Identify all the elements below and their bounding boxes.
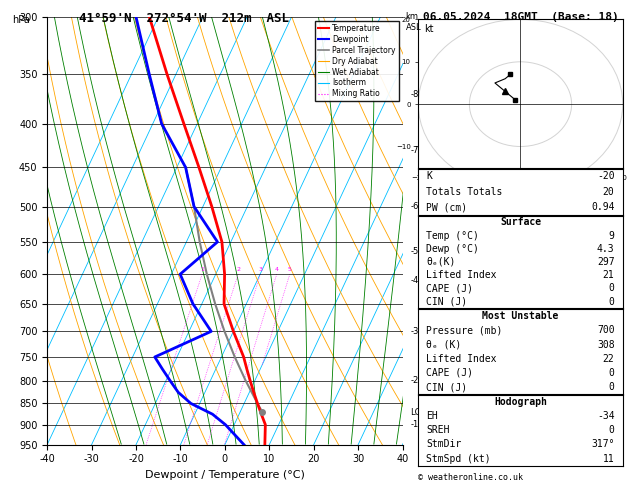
Text: kt: kt <box>425 24 434 34</box>
Text: 0: 0 <box>609 425 615 435</box>
Text: SREH: SREH <box>426 425 450 435</box>
Text: 0: 0 <box>609 283 615 294</box>
Text: -5: -5 <box>410 247 418 257</box>
Text: -4: -4 <box>410 276 418 285</box>
Text: 2: 2 <box>236 267 240 272</box>
Text: CIN (J): CIN (J) <box>426 296 467 307</box>
Text: CAPE (J): CAPE (J) <box>426 283 474 294</box>
Text: -2: -2 <box>410 377 418 385</box>
Text: LCL: LCL <box>410 408 425 417</box>
Text: 4: 4 <box>275 267 279 272</box>
Text: 22: 22 <box>603 354 615 364</box>
Text: 297: 297 <box>597 257 615 267</box>
Text: 308: 308 <box>597 340 615 349</box>
Text: Most Unstable: Most Unstable <box>482 311 559 321</box>
Text: 0: 0 <box>609 368 615 378</box>
Text: CAPE (J): CAPE (J) <box>426 368 474 378</box>
Text: Hodograph: Hodograph <box>494 397 547 407</box>
Text: hPa: hPa <box>13 15 30 25</box>
Text: EH: EH <box>426 411 438 421</box>
Text: 11: 11 <box>603 453 615 464</box>
Text: CIN (J): CIN (J) <box>426 382 467 392</box>
Text: 41°59'N  272°54'W  212m  ASL: 41°59'N 272°54'W 212m ASL <box>79 12 289 25</box>
Text: 20: 20 <box>603 187 615 197</box>
Text: 700: 700 <box>597 325 615 335</box>
Text: -34: -34 <box>597 411 615 421</box>
Text: 0: 0 <box>609 296 615 307</box>
Text: θₑ (K): θₑ (K) <box>426 340 462 349</box>
Text: -6: -6 <box>410 202 418 211</box>
Text: Lifted Index: Lifted Index <box>426 270 497 280</box>
Text: km
ASL: km ASL <box>406 12 421 32</box>
Text: Pressure (mb): Pressure (mb) <box>426 325 503 335</box>
Text: K: K <box>426 172 432 181</box>
Text: 06.05.2024  18GMT  (Base: 18): 06.05.2024 18GMT (Base: 18) <box>423 12 618 22</box>
Text: StmDir: StmDir <box>426 439 462 450</box>
Text: -3: -3 <box>410 327 418 336</box>
Text: 3: 3 <box>259 267 262 272</box>
Text: -1: -1 <box>410 420 418 429</box>
Text: Surface: Surface <box>500 217 541 227</box>
Text: Mixing Ratio (g/kg): Mixing Ratio (g/kg) <box>436 191 445 271</box>
Text: 4.3: 4.3 <box>597 244 615 254</box>
Text: 317°: 317° <box>591 439 615 450</box>
Text: Dewp (°C): Dewp (°C) <box>426 244 479 254</box>
Text: 5: 5 <box>288 267 292 272</box>
Text: Lifted Index: Lifted Index <box>426 354 497 364</box>
Text: 0.94: 0.94 <box>591 202 615 212</box>
Text: 9: 9 <box>609 230 615 241</box>
Text: © weatheronline.co.uk: © weatheronline.co.uk <box>418 473 523 482</box>
Text: 21: 21 <box>603 270 615 280</box>
Text: 0: 0 <box>609 382 615 392</box>
Text: Temp (°C): Temp (°C) <box>426 230 479 241</box>
Text: PW (cm): PW (cm) <box>426 202 467 212</box>
Text: θₑ(K): θₑ(K) <box>426 257 456 267</box>
Text: StmSpd (kt): StmSpd (kt) <box>426 453 491 464</box>
Legend: Temperature, Dewpoint, Parcel Trajectory, Dry Adiabat, Wet Adiabat, Isotherm, Mi: Temperature, Dewpoint, Parcel Trajectory… <box>314 21 399 102</box>
Text: Totals Totals: Totals Totals <box>426 187 503 197</box>
Text: -8: -8 <box>410 90 418 99</box>
Text: -20: -20 <box>597 172 615 181</box>
X-axis label: Dewpoint / Temperature (°C): Dewpoint / Temperature (°C) <box>145 470 305 480</box>
Text: -7: -7 <box>410 146 418 155</box>
Text: 1: 1 <box>200 267 204 272</box>
